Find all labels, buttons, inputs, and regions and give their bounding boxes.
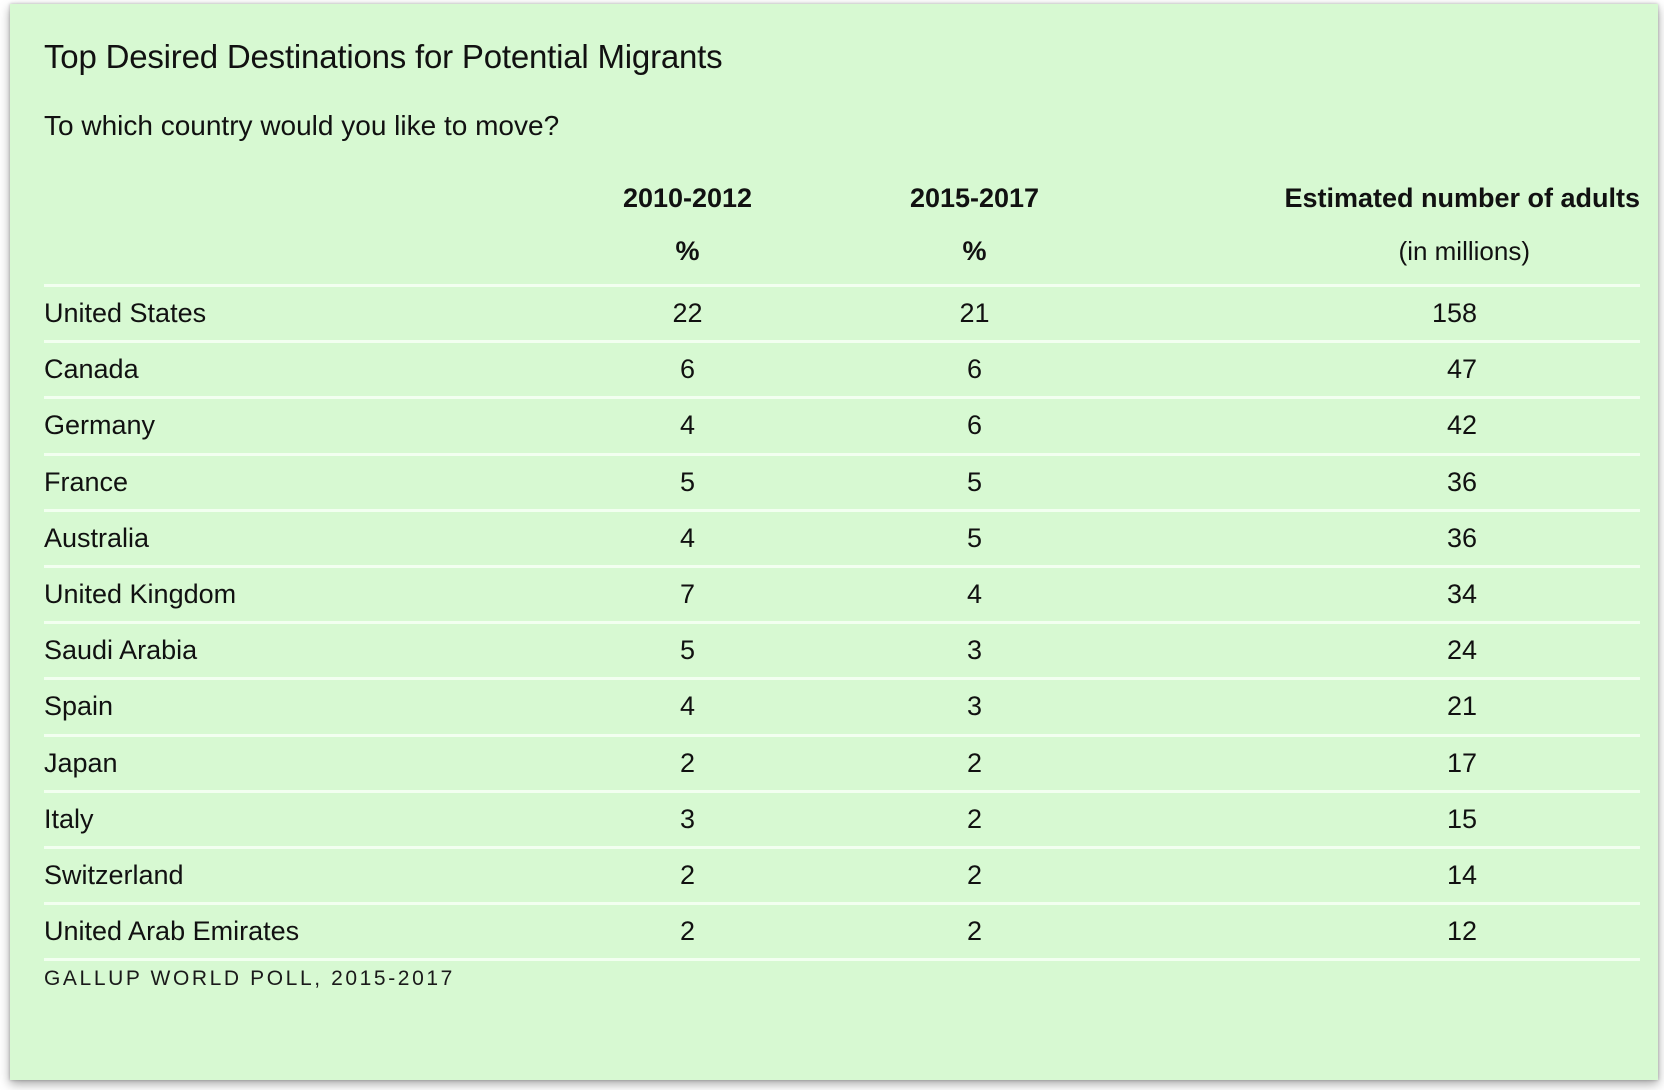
table-row: United Arab Emirates 2 2 12 bbox=[44, 904, 1640, 960]
pct-2010-2012-cell: 2 bbox=[679, 859, 696, 890]
table-row: France 5 5 36 bbox=[44, 454, 1640, 511]
country-cell: France bbox=[44, 466, 129, 497]
table-header: 2010-2012 2015-2017 Estimated number of … bbox=[44, 174, 1640, 286]
unit-country bbox=[44, 222, 544, 286]
country-cell: Spain bbox=[44, 691, 114, 722]
adults-millions-cell: 21 bbox=[1446, 691, 1477, 722]
adults-millions-cell: 17 bbox=[1446, 747, 1477, 778]
pct-2010-2012-cell: 4 bbox=[679, 522, 696, 553]
header-2015-2017: 2015-2017 bbox=[909, 182, 1040, 213]
table-card: Top Desired Destinations for Potential M… bbox=[10, 4, 1658, 1080]
pct-2010-2012-cell: 5 bbox=[679, 466, 696, 497]
table-row: Germany 4 6 42 bbox=[44, 398, 1640, 455]
pct-2010-2012-cell: 3 bbox=[679, 803, 696, 834]
pct-2010-2012-cell: 6 bbox=[679, 354, 696, 385]
table-row: United States 22 21 158 bbox=[44, 286, 1640, 342]
pct-2015-2017-cell: 21 bbox=[959, 298, 990, 329]
country-cell: Saudi Arabia bbox=[44, 635, 198, 666]
pct-2010-2012-cell: 2 bbox=[679, 747, 696, 778]
header-row-units: % % (in millions) bbox=[44, 222, 1640, 286]
table-row: Canada 6 6 47 bbox=[44, 342, 1640, 398]
header-2010-2012: 2010-2012 bbox=[622, 182, 753, 213]
pct-2015-2017-cell: 5 bbox=[966, 522, 983, 553]
pct-2015-2017-cell: 3 bbox=[966, 635, 983, 666]
pct-2010-2012-cell: 22 bbox=[672, 298, 703, 329]
table-row: Italy 3 2 15 bbox=[44, 791, 1640, 848]
pct-2015-2017-cell: 2 bbox=[966, 747, 983, 778]
table-row: Spain 4 3 21 bbox=[44, 679, 1640, 735]
pct-2010-2012-cell: 5 bbox=[679, 635, 696, 666]
table-row: Saudi Arabia 5 3 24 bbox=[44, 623, 1640, 679]
header-estimated-adults: Estimated number of adults bbox=[1284, 182, 1640, 213]
adults-millions-cell: 36 bbox=[1446, 522, 1477, 553]
country-cell: Germany bbox=[44, 410, 156, 441]
unit-estimated-adults: (in millions) bbox=[1398, 235, 1530, 266]
table-title: Top Desired Destinations for Potential M… bbox=[44, 38, 723, 75]
unit-2015-2017: % bbox=[962, 235, 987, 266]
country-cell: Italy bbox=[44, 803, 94, 834]
adults-millions-cell: 24 bbox=[1446, 635, 1477, 666]
pct-2010-2012-cell: 4 bbox=[679, 691, 696, 722]
pct-2015-2017-cell: 2 bbox=[966, 916, 983, 947]
adults-millions-cell: 12 bbox=[1446, 916, 1477, 947]
table-body: United States 22 21 158 Canada 6 6 47 Germany 4 6 4… bbox=[44, 286, 1640, 960]
table-row: Japan 2 2 17 bbox=[44, 735, 1640, 792]
pct-2010-2012-cell: 7 bbox=[679, 579, 696, 610]
pct-2015-2017-cell: 2 bbox=[966, 859, 983, 890]
header-country bbox=[44, 174, 544, 222]
country-cell: Japan bbox=[44, 747, 118, 778]
table-row: United Kingdom 7 4 34 bbox=[44, 566, 1640, 623]
adults-millions-cell: 14 bbox=[1446, 859, 1477, 890]
adults-millions-cell: 47 bbox=[1446, 354, 1477, 385]
country-cell: United Kingdom bbox=[44, 579, 237, 610]
table-row: Australia 4 5 36 bbox=[44, 510, 1640, 567]
adults-millions-cell: 15 bbox=[1446, 803, 1477, 834]
pct-2015-2017-cell: 2 bbox=[966, 803, 983, 834]
table-row: Switzerland 2 2 14 bbox=[44, 847, 1640, 904]
country-cell: United States bbox=[44, 298, 207, 329]
unit-2010-2012: % bbox=[675, 235, 700, 266]
adults-millions-cell: 36 bbox=[1446, 466, 1477, 497]
header-row-labels: 2010-2012 2015-2017 Estimated number of … bbox=[44, 174, 1640, 222]
country-cell: Switzerland bbox=[44, 859, 184, 890]
pct-2015-2017-cell: 6 bbox=[966, 410, 983, 441]
pct-2010-2012-cell: 4 bbox=[679, 410, 696, 441]
pct-2015-2017-cell: 5 bbox=[966, 466, 983, 497]
pct-2015-2017-cell: 6 bbox=[966, 354, 983, 385]
adults-millions-cell: 42 bbox=[1446, 410, 1477, 441]
country-cell: United Arab Emirates bbox=[44, 916, 300, 947]
adults-millions-cell: 158 bbox=[1431, 298, 1477, 329]
table-subtitle: To which country would you like to move? bbox=[44, 110, 560, 141]
pct-2015-2017-cell: 4 bbox=[966, 579, 983, 610]
country-cell: Canada bbox=[44, 354, 139, 385]
pct-2015-2017-cell: 3 bbox=[966, 691, 983, 722]
source-note: GALLUP WORLD POLL, 2015-2017 bbox=[44, 967, 455, 990]
adults-millions-cell: 34 bbox=[1446, 579, 1477, 610]
pct-2010-2012-cell: 2 bbox=[679, 916, 696, 947]
migration-table: 2010-2012 2015-2017 Estimated number of … bbox=[44, 174, 1640, 961]
country-cell: Australia bbox=[44, 522, 150, 553]
